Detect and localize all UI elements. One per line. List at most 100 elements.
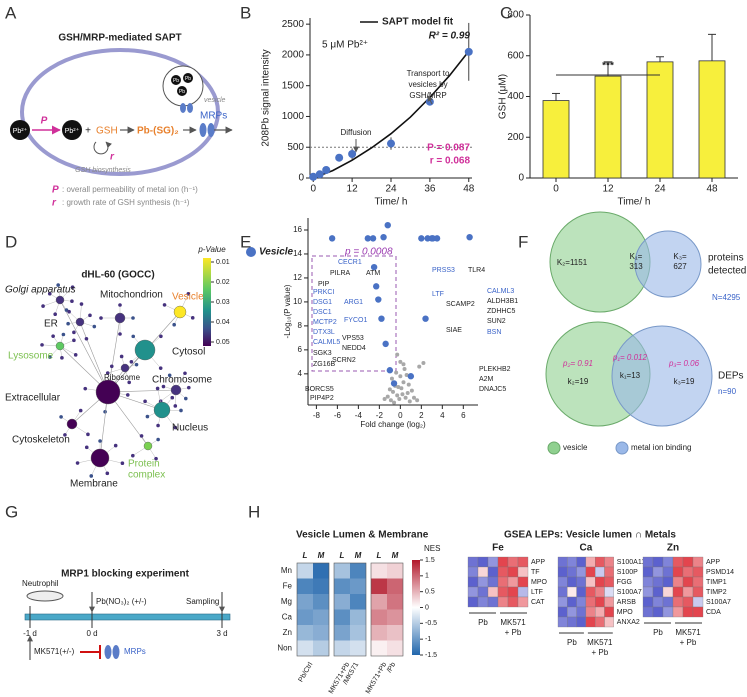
heatmap-cell — [642, 566, 654, 578]
heatmap-cell — [477, 566, 489, 578]
gene-label: CALML3 — [487, 288, 514, 295]
heatmap-cell — [576, 606, 587, 618]
heatmap-cell — [595, 576, 605, 588]
gene-label: ARSB — [617, 599, 636, 606]
heatmap-title: Zn — [667, 543, 679, 554]
gene-label: DNAJC5 — [479, 386, 506, 393]
bar — [542, 100, 570, 179]
heatmap-cell — [507, 596, 519, 608]
venn-count: n=90 — [718, 387, 737, 396]
y-tick-label: 16 — [293, 225, 302, 234]
venn-metal — [611, 325, 713, 427]
network-leaf — [48, 355, 52, 359]
heatmap-cell — [682, 556, 694, 568]
data-point — [428, 235, 436, 242]
x-tick-label: 4 — [440, 411, 445, 420]
heatmap-cell — [387, 578, 403, 594]
column-label: L — [303, 551, 308, 560]
group-label: MK571 — [587, 638, 613, 647]
annotation: r = 0.068 — [430, 156, 471, 167]
panel-label: B — [240, 3, 251, 22]
panel-label: G — [5, 502, 18, 521]
heatmap-cell — [297, 640, 313, 656]
colorbar-tick-label: -1 — [425, 636, 431, 643]
ion-label: Pb²⁺ — [65, 127, 80, 135]
network-leaf — [186, 292, 191, 296]
data-point — [394, 370, 399, 375]
network-leaf — [156, 437, 160, 442]
label: Sampling — [186, 597, 219, 606]
heatmap-cell — [517, 586, 529, 598]
heatmap-cell — [652, 586, 664, 598]
network-leaf — [105, 371, 110, 375]
data-point — [396, 385, 401, 390]
heatmap-cell — [576, 596, 587, 608]
panel-label: A — [5, 3, 17, 22]
colorbar-tick-label: 0.03 — [216, 299, 230, 306]
gene-label: TLR4 — [468, 267, 485, 274]
colorbar-tick-label: 1 — [425, 573, 429, 580]
data-point — [411, 395, 416, 400]
gene-label: S100P — [617, 569, 638, 576]
gene-label: MCTP2 — [313, 319, 337, 326]
data-point — [401, 380, 406, 385]
heatmap-cell — [557, 606, 568, 618]
network-leaf — [190, 316, 195, 320]
ion-label: Pb²⁺ — [13, 127, 28, 135]
network-node — [120, 363, 130, 373]
legend-swatch — [246, 247, 256, 257]
data-point — [464, 47, 473, 56]
gene-label: MPO — [617, 609, 634, 616]
heatmap-cell — [467, 576, 479, 588]
heatmap-cell — [692, 566, 704, 578]
venn-p: p₁= 0.012 — [612, 353, 647, 362]
term-label: Lysosome — [8, 351, 54, 362]
gene-label: DTX3L — [313, 329, 335, 336]
network-leaf — [183, 371, 187, 376]
y-tick-label: 800 — [507, 10, 524, 21]
panel-title: Vesicle Lumen & Membrane — [296, 530, 429, 541]
data-point — [415, 398, 420, 403]
heatmap-cell — [507, 566, 519, 578]
annotation: Transport to — [407, 69, 450, 78]
venn-label: K₃= — [673, 252, 687, 261]
data-point — [348, 150, 357, 158]
heatmap-cell — [297, 625, 313, 641]
y-tick-label: 8 — [298, 321, 303, 330]
mrp — [199, 123, 207, 137]
heatmap-cell — [297, 609, 313, 625]
legend-swatch — [547, 441, 561, 455]
data-point — [389, 376, 394, 381]
heatmap-cell — [576, 616, 587, 628]
data-point — [380, 233, 387, 241]
heatmap-cell — [692, 606, 704, 618]
heatmap-cell — [517, 596, 529, 608]
label: MRPs — [200, 111, 227, 122]
network-leaf — [75, 461, 80, 465]
network-node — [55, 341, 65, 351]
heatmap-cell — [313, 625, 329, 641]
heatmap-cell — [692, 576, 704, 588]
colorbar-tick-label: 0.01 — [216, 259, 230, 266]
gene-label: SCAMP2 — [446, 301, 475, 308]
heatmap-cell — [595, 596, 605, 608]
heatmap-cell — [371, 609, 387, 625]
gene-label: PILRA — [330, 270, 351, 277]
legend-text: : overall permeability of metal ion (h⁻¹… — [62, 185, 198, 194]
annotation: Diffusion — [341, 128, 372, 137]
x-tick-label: -4 — [355, 411, 363, 420]
heatmap-cell — [576, 566, 587, 578]
label: GSH biosynthesis — [75, 167, 131, 174]
gene-label: PRKCI — [313, 289, 334, 296]
heatmap-cell — [313, 563, 329, 579]
x-tick-label: 2 — [419, 411, 424, 420]
network-node — [55, 295, 65, 305]
heatmap-cell — [557, 616, 568, 628]
heatmap-cell — [371, 578, 387, 594]
heatmap-cell — [652, 556, 664, 568]
network-node — [143, 441, 153, 451]
data-point — [364, 235, 372, 242]
data-point — [373, 283, 380, 290]
synthesis-loop — [93, 141, 112, 155]
day-label: 3 d — [216, 629, 227, 638]
